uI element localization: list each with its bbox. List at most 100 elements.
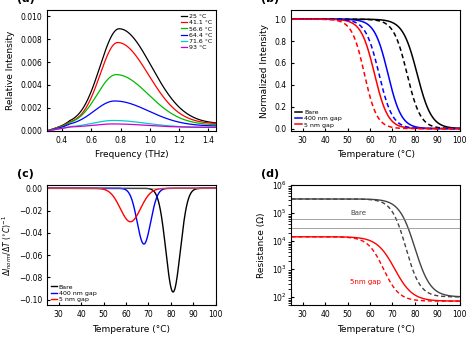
71.6 °C bbox=[172, 124, 177, 128]
400 nm gap bbox=[415, 125, 421, 129]
5 nm gap bbox=[415, 126, 421, 130]
400 nm gap bbox=[401, 117, 407, 121]
25 °C bbox=[116, 27, 122, 31]
Bare bbox=[388, 201, 393, 205]
400 nm gap bbox=[319, 17, 324, 21]
400 nm gap bbox=[365, 22, 371, 26]
Line: Bare: Bare bbox=[292, 199, 460, 297]
56.6 °C bbox=[213, 122, 219, 127]
Line: 71.6 °C: 71.6 °C bbox=[47, 120, 216, 131]
71.6 °C bbox=[74, 124, 80, 128]
5 nm gap bbox=[74, 186, 80, 191]
64.4 °C bbox=[74, 119, 80, 124]
25 °C bbox=[121, 28, 127, 32]
Bare bbox=[144, 186, 149, 191]
Bare bbox=[170, 290, 176, 294]
64.4 °C bbox=[157, 114, 163, 118]
5 nm gap bbox=[128, 220, 133, 224]
5nm gap bbox=[457, 299, 463, 303]
64.4 °C bbox=[45, 129, 50, 133]
93 °C bbox=[110, 122, 116, 126]
5 nm gap bbox=[172, 186, 177, 191]
5 nm gap bbox=[289, 17, 294, 21]
X-axis label: Temperature (°C): Temperature (°C) bbox=[337, 150, 415, 159]
64.4 °C bbox=[144, 108, 150, 112]
Line: 5 nm gap: 5 nm gap bbox=[292, 19, 460, 129]
41.1 °C bbox=[45, 129, 50, 133]
Line: 400 nm gap: 400 nm gap bbox=[292, 19, 460, 129]
5 nm gap bbox=[457, 127, 463, 131]
41.1 °C bbox=[74, 116, 80, 120]
400 nm gap bbox=[144, 237, 150, 241]
5nm gap bbox=[388, 260, 393, 264]
25 °C bbox=[74, 113, 80, 118]
41.1 °C bbox=[115, 41, 120, 45]
41.1 °C bbox=[144, 70, 150, 74]
56.6 °C bbox=[88, 102, 93, 107]
Legend: Bare, 400 nm gap, 5 nm gap: Bare, 400 nm gap, 5 nm gap bbox=[293, 108, 343, 129]
5nm gap bbox=[365, 238, 371, 242]
Bare bbox=[365, 197, 371, 201]
X-axis label: Temperature (°C): Temperature (°C) bbox=[337, 325, 415, 334]
Y-axis label: Relative Intensity: Relative Intensity bbox=[6, 31, 15, 110]
71.6 °C bbox=[45, 129, 50, 133]
Bare bbox=[213, 186, 219, 191]
Bare bbox=[319, 197, 324, 201]
Y-axis label: $\Delta I_{norm}/\Delta T\ (^{\circ}C)^{-1}$: $\Delta I_{norm}/\Delta T\ (^{\circ}C)^{… bbox=[0, 215, 14, 276]
Line: Bare: Bare bbox=[47, 188, 216, 292]
Bare bbox=[45, 186, 50, 191]
Legend: 25 °C, 41.1 °C, 56.6 °C, 64.4 °C, 71.6 °C, 93 °C: 25 °C, 41.1 °C, 56.6 °C, 64.4 °C, 71.6 °… bbox=[180, 12, 214, 52]
5 nm gap bbox=[157, 187, 163, 191]
400 nm gap bbox=[141, 242, 146, 246]
Text: 5nm gap: 5nm gap bbox=[350, 279, 381, 285]
Line: 93 °C: 93 °C bbox=[47, 124, 216, 131]
5 nm gap bbox=[213, 186, 219, 191]
71.6 °C bbox=[144, 121, 150, 126]
400 nm gap bbox=[388, 83, 393, 87]
400 nm gap bbox=[457, 127, 463, 131]
56.6 °C bbox=[45, 129, 50, 133]
25 °C bbox=[157, 79, 163, 84]
25 °C bbox=[88, 91, 93, 95]
Bare bbox=[415, 256, 421, 260]
Bare bbox=[319, 17, 324, 21]
400 nm gap bbox=[88, 186, 93, 191]
Bare bbox=[121, 186, 127, 191]
64.4 °C bbox=[121, 100, 127, 104]
Line: 5 nm gap: 5 nm gap bbox=[47, 188, 216, 222]
64.4 °C bbox=[88, 111, 93, 116]
41.1 °C bbox=[121, 42, 127, 46]
Bare bbox=[401, 216, 407, 220]
400 nm gap bbox=[213, 186, 219, 191]
Line: Bare: Bare bbox=[292, 19, 460, 128]
400 nm gap bbox=[332, 17, 337, 21]
25 °C bbox=[213, 121, 219, 125]
71.6 °C bbox=[88, 121, 93, 126]
400 nm gap bbox=[121, 187, 127, 191]
5 nm gap bbox=[144, 195, 150, 199]
Line: 56.6 °C: 56.6 °C bbox=[47, 75, 216, 131]
71.6 °C bbox=[110, 118, 116, 122]
Bare bbox=[332, 17, 337, 21]
64.4 °C bbox=[213, 124, 219, 128]
93 °C bbox=[74, 125, 80, 129]
Legend: Bare, 400 nm gap, 5 nm gap: Bare, 400 nm gap, 5 nm gap bbox=[49, 283, 98, 304]
93 °C bbox=[157, 124, 163, 128]
5 nm gap bbox=[45, 186, 50, 191]
X-axis label: Frequency (THz): Frequency (THz) bbox=[95, 150, 168, 159]
93 °C bbox=[144, 123, 150, 127]
Line: 64.4 °C: 64.4 °C bbox=[47, 101, 216, 131]
Bare bbox=[415, 76, 421, 80]
64.4 °C bbox=[112, 99, 118, 103]
25 °C bbox=[45, 129, 50, 133]
25 °C bbox=[144, 56, 150, 60]
41.1 °C bbox=[157, 91, 163, 95]
Bare bbox=[157, 205, 163, 209]
5 nm gap bbox=[332, 17, 337, 22]
Text: (c): (c) bbox=[17, 169, 34, 179]
56.6 °C bbox=[172, 113, 177, 117]
Text: (b): (b) bbox=[261, 0, 279, 5]
X-axis label: Temperature (°C): Temperature (°C) bbox=[92, 325, 171, 334]
5 nm gap bbox=[88, 186, 93, 191]
Bare bbox=[74, 186, 80, 191]
